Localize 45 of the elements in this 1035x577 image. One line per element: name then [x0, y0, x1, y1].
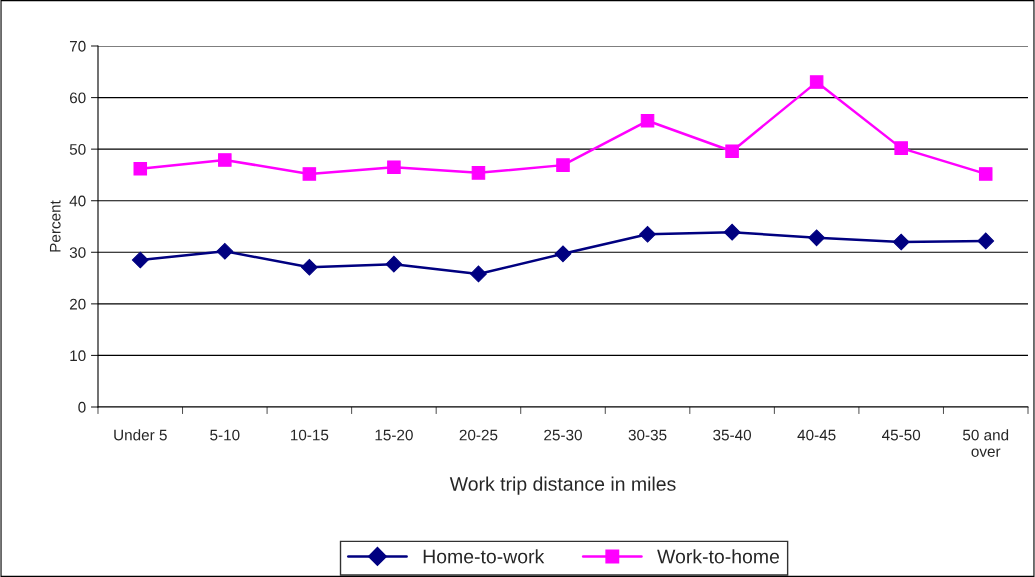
- point: [978, 167, 993, 181]
- point: [385, 255, 403, 273]
- y-tick-label: 40: [69, 195, 86, 207]
- x-tick-label: 15-20: [375, 429, 413, 441]
- y-tick-label: 60: [69, 92, 86, 104]
- point: [131, 251, 149, 269]
- point: [387, 160, 401, 174]
- x-tick-label: 45-50: [882, 429, 921, 441]
- point: [977, 232, 995, 250]
- x-tick-label: 50 and over: [962, 429, 1009, 457]
- point: [640, 114, 655, 128]
- x-tick-label: 30-35: [628, 429, 667, 441]
- point: [556, 158, 570, 172]
- point: [302, 167, 317, 181]
- point: [639, 225, 656, 243]
- point: [809, 75, 824, 89]
- legend-label: Work-to-home: [657, 549, 779, 564]
- x-tick-label: 40-45: [797, 429, 836, 441]
- x-axis-title: Work trip distance in miles: [449, 476, 676, 495]
- point: [892, 233, 910, 251]
- y-tick-label: 20: [69, 298, 86, 310]
- y-tick-label: 0: [78, 401, 86, 413]
- y-axis-title: Percent: [49, 200, 61, 252]
- point: [300, 258, 318, 276]
- point: [725, 144, 739, 158]
- point: [554, 245, 572, 263]
- y-tick-label: 50: [69, 144, 86, 155]
- y-tick-label: 10: [70, 350, 86, 362]
- x-tick-label: 20-25: [459, 429, 498, 441]
- point: [894, 141, 908, 155]
- point: [470, 265, 487, 283]
- x-tick-label: 10-15: [290, 429, 329, 441]
- y-tick-label: 70: [69, 40, 86, 52]
- point: [723, 223, 741, 241]
- point: [808, 229, 826, 247]
- point: [471, 166, 486, 180]
- legend-label: Home-to-work: [423, 549, 545, 564]
- point: [218, 153, 232, 167]
- x-tick-label: 35-40: [713, 429, 752, 441]
- x-tick-label: 25-30: [544, 429, 582, 441]
- point: [216, 242, 234, 260]
- point: [133, 161, 148, 176]
- x-tick-label: 5-10: [210, 429, 240, 441]
- y-tick-label: 30: [69, 247, 86, 258]
- x-tick-label: Under 5: [114, 429, 167, 441]
